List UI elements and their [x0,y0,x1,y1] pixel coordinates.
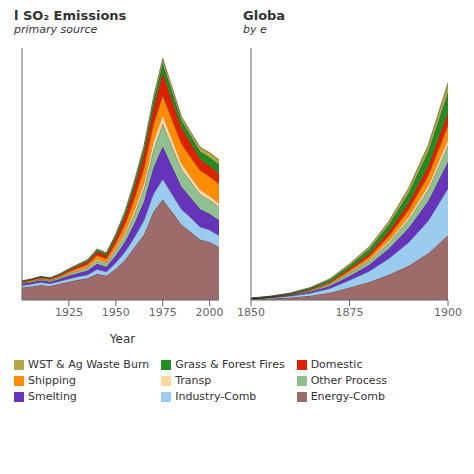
svg-text:1925: 1925 [55,306,83,319]
html-text:Globa: Globa [243,8,286,23]
html-text:WST & Ag Waste Burn: WST & Ag Waste Burn [28,358,150,371]
html-text:Shipping: Shipping [28,374,76,387]
html-text:l SO₂ Emissions: l SO₂ Emissions [14,8,127,23]
html-text:by e: by e [243,23,267,36]
svg-text:1875: 1875 [336,306,364,319]
html-text:Year: Year [109,332,136,346]
html-text:Energy-Comb: Energy-Comb [310,390,385,403]
svg-text:1900: 1900 [434,306,462,319]
svg-text:2000: 2000 [196,306,224,319]
html-text:primary source: primary source [14,23,98,36]
html-text:Industry-Comb: Industry-Comb [175,390,257,403]
svg-text:1850: 1850 [237,306,265,319]
html-text:Grass & Forest Fires: Grass & Forest Fires [175,358,285,371]
html-text:Transp: Transp [175,374,212,387]
html-text:Other Process: Other Process [310,374,388,387]
html-text:Smelting: Smelting [28,390,77,403]
svg-text:1950: 1950 [102,306,130,319]
svg-text:1975: 1975 [149,306,177,319]
html-text:Domestic: Domestic [310,358,363,371]
